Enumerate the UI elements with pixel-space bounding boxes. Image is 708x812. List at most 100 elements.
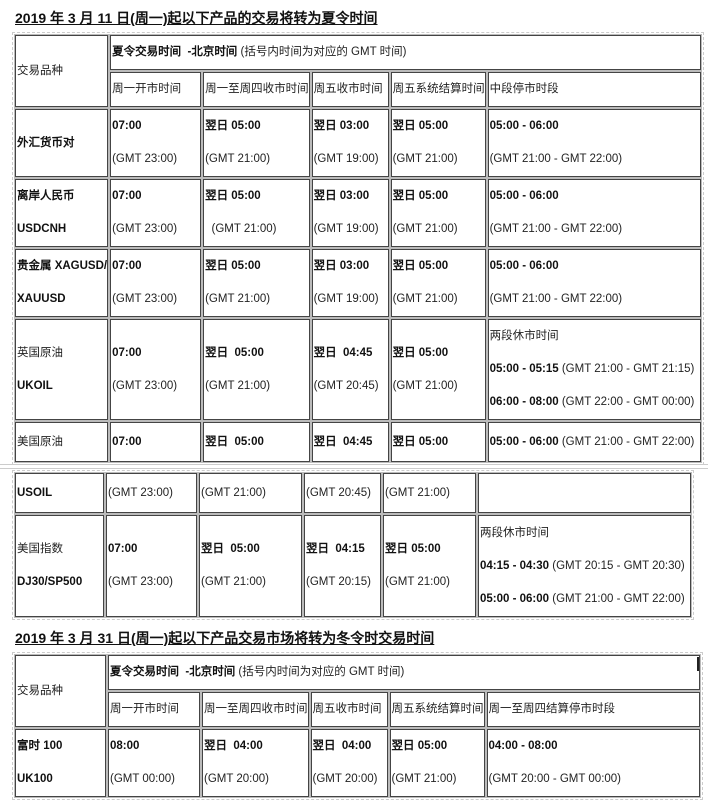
text-segment: 05:00 - 06:00 [489, 190, 559, 202]
cell-line: (GMT 21:00) [205, 143, 309, 176]
text-segment: (GMT 00:00) [110, 773, 175, 785]
cell-line: 翌日 03:00 [314, 250, 388, 283]
product-header: 交易品种 [15, 35, 109, 107]
cell-line: 05:00 - 06:00 [490, 180, 700, 213]
time-cell: 翌日 04:15 (GMT 20:15) [304, 515, 381, 617]
cell-line: (GMT 23:00) [112, 143, 200, 176]
text-segment: (GMT 21:00) [201, 576, 266, 588]
cell-line: 05:00 - 06:00 (GMT 21:00 - GMT 22:00) [480, 583, 690, 616]
text-segment: (GMT 21:00 - GMT 22:00) [549, 592, 685, 605]
text-segment: (GMT 19:00) [313, 153, 379, 165]
time-cell: 翌日 05:00 (GMT 21:00) [389, 729, 485, 797]
time-cell: 翌日 04:45 (GMT 20:45) [311, 319, 389, 420]
text-segment: 翌日 05:00 [392, 260, 449, 272]
text-segment: 05:00 - 06:00 [489, 120, 559, 132]
cell-line: 翌日 04:15 [306, 533, 380, 566]
cell-line: 04:00 - 08:00 [489, 730, 699, 763]
cell-line: 美国原油 [17, 426, 107, 459]
text-segment: USOIL [17, 486, 53, 499]
text-segment: (GMT 21:00) [201, 486, 266, 499]
cell-line: (GMT 21:00) [393, 213, 485, 246]
time-cell: 07:00 (GMT 23:00) [110, 109, 202, 177]
cell-line: 07:00 [112, 110, 200, 143]
cell-line: 翌日 05:00 [205, 250, 309, 283]
time-cell: 两段休市时间 05:00 - 05:15 (GMT 21:00 - GMT 21:… [487, 319, 701, 420]
text-segment: 翌日 05:00 [391, 740, 448, 752]
text-segment: (GMT 21:00) [391, 773, 457, 785]
text-segment: 翌日 04:45 [313, 435, 373, 448]
cell-line: (GMT 21:00) [393, 283, 485, 316]
cell-line: (GMT 20:00) [313, 763, 387, 796]
cell-line: 翌日 05:00 [393, 110, 485, 143]
cell-line: 05:00 - 06:00 (GMT 21:00 - GMT 22:00) [490, 426, 700, 459]
text-segment: 翌日 05:00 [201, 543, 260, 555]
text-segment: 翌日 04:45 [313, 346, 373, 359]
text-segment: 翌日 05:00 [205, 435, 264, 448]
text-segment: 04:15 - 04:30 [480, 559, 550, 572]
text-segment: 翌日 03:00 [313, 190, 370, 202]
cell-line: (GMT 21:00 - GMT 22:00) [490, 143, 700, 176]
cell-line: (GMT 21:00) [205, 283, 309, 316]
cell-line: (GMT 21:00 - GMT 22:00) [490, 283, 700, 316]
text-segment: 夏令交易时间 -北京时间 [110, 666, 239, 678]
cell-line: 05:00 - 05:15 (GMT 21:00 - GMT 21:15) [490, 353, 700, 386]
cell-line: (GMT 21:00) [393, 370, 485, 403]
text-segment: 翌日 05:00 [205, 190, 261, 202]
cell-line: 翌日 05:00 [201, 533, 301, 566]
time-cell: 翌日 05:00 (GMT 21:00) [390, 249, 486, 317]
cell-line: 翌日 05:00 [393, 337, 485, 370]
cell-line: (GMT 20:45) [306, 477, 380, 510]
cell-line: (GMT 20:00 - GMT 00:00) [489, 763, 699, 796]
product-header: 交易品种 [15, 655, 106, 727]
cell-line: (GMT 21:00) [201, 566, 301, 599]
text-segment: 美国指数 [17, 543, 63, 555]
text-segment: (GMT 21:00) [205, 293, 271, 305]
text-segment: (GMT 22:00 - GMT 00:00) [558, 396, 695, 408]
text-segment: 贵金属 XAGUSD/ [17, 260, 108, 272]
cell-line: 07:00 [112, 426, 200, 459]
column-header: 周一开市时间 [108, 692, 200, 727]
time-cell: 翌日 05:00 (GMT 21:00) [203, 249, 310, 317]
cell-line: (GMT 21:00) [205, 213, 309, 246]
column-header: 周五系统结算时间 [390, 72, 486, 107]
text-segment: (GMT 21:00) [392, 293, 458, 305]
text-segment: 04:00 - 08:00 [488, 740, 558, 752]
time-cell: 04:00 - 08:00 (GMT 20:00 - GMT 00:00) [486, 729, 700, 797]
product-cell: 贵金属 XAGUSD/XAUUSD [15, 249, 109, 317]
text-segment: 07:00 [112, 190, 142, 202]
cell-line: UKOIL [17, 370, 107, 403]
cell-line: (GMT 21:00 - GMT 22:00) [490, 213, 700, 246]
text-segment: (GMT 20:45) [306, 486, 371, 499]
table-row: 外汇货币对 07:00 (GMT 23:00) 翌日 05:00 (GMT 21:00)… [15, 109, 701, 177]
text-segment: XAUUSD [17, 293, 66, 305]
product-header-label: 交易品种 [17, 684, 63, 697]
text-segment: 05:00 - 06:00 [489, 435, 559, 448]
column-header: 周五系统结算时间 [389, 692, 485, 727]
text-segment: (GMT 23:00) [108, 576, 173, 588]
text-segment: 07:00 [112, 120, 142, 132]
text-segment: (GMT 20:45) [313, 379, 379, 392]
time-cell: 07:00 (GMT 23:00) [110, 319, 202, 420]
cell-line: 翌日 04:45 [314, 337, 388, 370]
cell-line: (GMT 21:00) [393, 143, 485, 176]
text-segment: (GMT 20:00) [204, 773, 269, 785]
product-cell: 英国原油 UKOIL [15, 319, 109, 420]
time-cell [478, 473, 691, 513]
time-cell: 翌日 03:00 (GMT 19:00) [311, 249, 389, 317]
text-segment: 翌日 04:15 [306, 543, 365, 555]
cell-line: (GMT 20:00) [204, 763, 308, 796]
product-cell: 美国原油 [15, 422, 109, 462]
cell-line: 07:00 [112, 337, 200, 370]
time-cell: 翌日 05:00 (GMT 21:00) [203, 179, 310, 247]
column-header: 周五收市时间 [310, 692, 388, 727]
cell-line: 翌日 04:45 [314, 426, 388, 459]
column-header: 中段停市时段 [487, 72, 701, 107]
text-segment: 英国原油 [17, 346, 63, 359]
cell-line: (GMT 21:00) [385, 566, 475, 599]
cell-line: (GMT 23:00) [112, 283, 200, 316]
text-segment: 翌日 05:00 [385, 543, 441, 555]
time-cell: (GMT 21:00) [383, 473, 476, 513]
cell-line: 外汇货币对 [17, 127, 107, 160]
text-segment: 07:00 [112, 435, 142, 448]
group-header: 夏令交易时间 -北京时间 (括号内时间为对应的 GMT 时间) [110, 35, 701, 70]
